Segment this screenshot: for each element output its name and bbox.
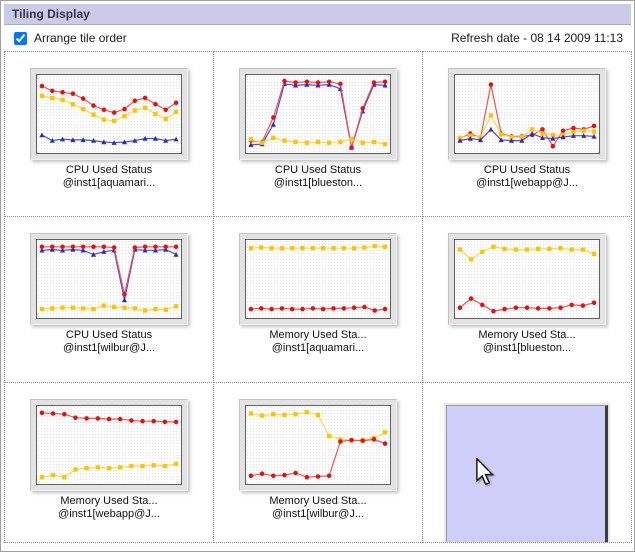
chart-frame (30, 68, 188, 160)
arrange-tile-order-text: Arrange tile order (34, 31, 127, 45)
tile-cell (422, 382, 632, 543)
mini-chart (245, 405, 391, 485)
chart-tile[interactable]: CPU Used Status @inst1[aquamari... (30, 68, 188, 190)
mini-chart (245, 239, 391, 319)
tile-cell: Memory Used Sta... @inst1[aquamari... (213, 216, 423, 383)
tile-grid: CPU Used Status @inst1[aquamari... CPU U… (4, 51, 632, 543)
tile-cell: Memory Used Sta... @inst1[webapp@J... (4, 382, 214, 543)
tile-cell: CPU Used Status @inst1[webapp@J... (422, 51, 632, 217)
chart-frame (239, 68, 397, 160)
chart-tile[interactable]: CPU Used Status @inst1[blueston... (239, 68, 397, 190)
chart-frame (239, 233, 397, 325)
mini-chart (36, 74, 182, 154)
tile-cell: CPU Used Status @inst1[blueston... (213, 51, 423, 217)
chart-tile[interactable]: CPU Used Status @inst1[wilbur@J... (30, 233, 188, 355)
tile-caption: CPU Used Status @inst1[aquamari... (62, 164, 156, 189)
tile-caption: Memory Used Sta... @inst1[webapp@J... (58, 495, 160, 520)
tile-cell: CPU Used Status @inst1[aquamari... (4, 51, 214, 217)
mini-chart (245, 74, 391, 154)
chart-frame (448, 68, 606, 160)
tile-caption: Memory Used Sta... @inst1[blueston... (478, 329, 576, 354)
arrange-tile-order-checkbox[interactable] (14, 31, 27, 45)
refresh-date: Refresh date - 08 14 2009 11:13 (451, 31, 623, 45)
mini-chart (36, 239, 182, 319)
arrange-tile-order-label[interactable]: Arrange tile order (14, 31, 127, 45)
mini-chart (454, 239, 600, 319)
mini-chart (36, 405, 182, 485)
toolbar: Arrange tile order Refresh date - 08 14 … (4, 25, 631, 51)
chart-frame (239, 399, 397, 491)
tile-cell: Memory Used Sta... @inst1[wilbur@J... (213, 382, 423, 543)
empty-drop-tile[interactable] (444, 403, 610, 542)
tile-caption: Memory Used Sta... @inst1[wilbur@J... (269, 495, 367, 520)
chart-tile[interactable]: Memory Used Sta... @inst1[blueston... (448, 233, 606, 355)
chart-tile[interactable]: Memory Used Sta... @inst1[webapp@J... (30, 399, 188, 521)
tile-cell: CPU Used Status @inst1[wilbur@J... (4, 216, 214, 383)
window-title: Tiling Display (12, 7, 90, 21)
tile-cell: Memory Used Sta... @inst1[blueston... (422, 216, 632, 383)
mini-chart (454, 74, 600, 154)
chart-frame (30, 233, 188, 325)
window-titlebar[interactable]: Tiling Display (4, 4, 631, 25)
chart-tile[interactable]: Memory Used Sta... @inst1[wilbur@J... (239, 399, 397, 521)
mouse-cursor-icon (475, 456, 495, 491)
tile-caption: CPU Used Status @inst1[blueston... (273, 164, 363, 189)
chart-tile[interactable]: CPU Used Status @inst1[webapp@J... (448, 68, 606, 190)
tile-caption: CPU Used Status @inst1[webapp@J... (476, 164, 578, 189)
chart-tile[interactable]: Memory Used Sta... @inst1[aquamari... (239, 233, 397, 355)
tile-caption: CPU Used Status @inst1[wilbur@J... (62, 329, 156, 354)
chart-frame (30, 399, 188, 491)
chart-frame (448, 233, 606, 325)
tile-caption: Memory Used Sta... @inst1[aquamari... (269, 329, 367, 354)
